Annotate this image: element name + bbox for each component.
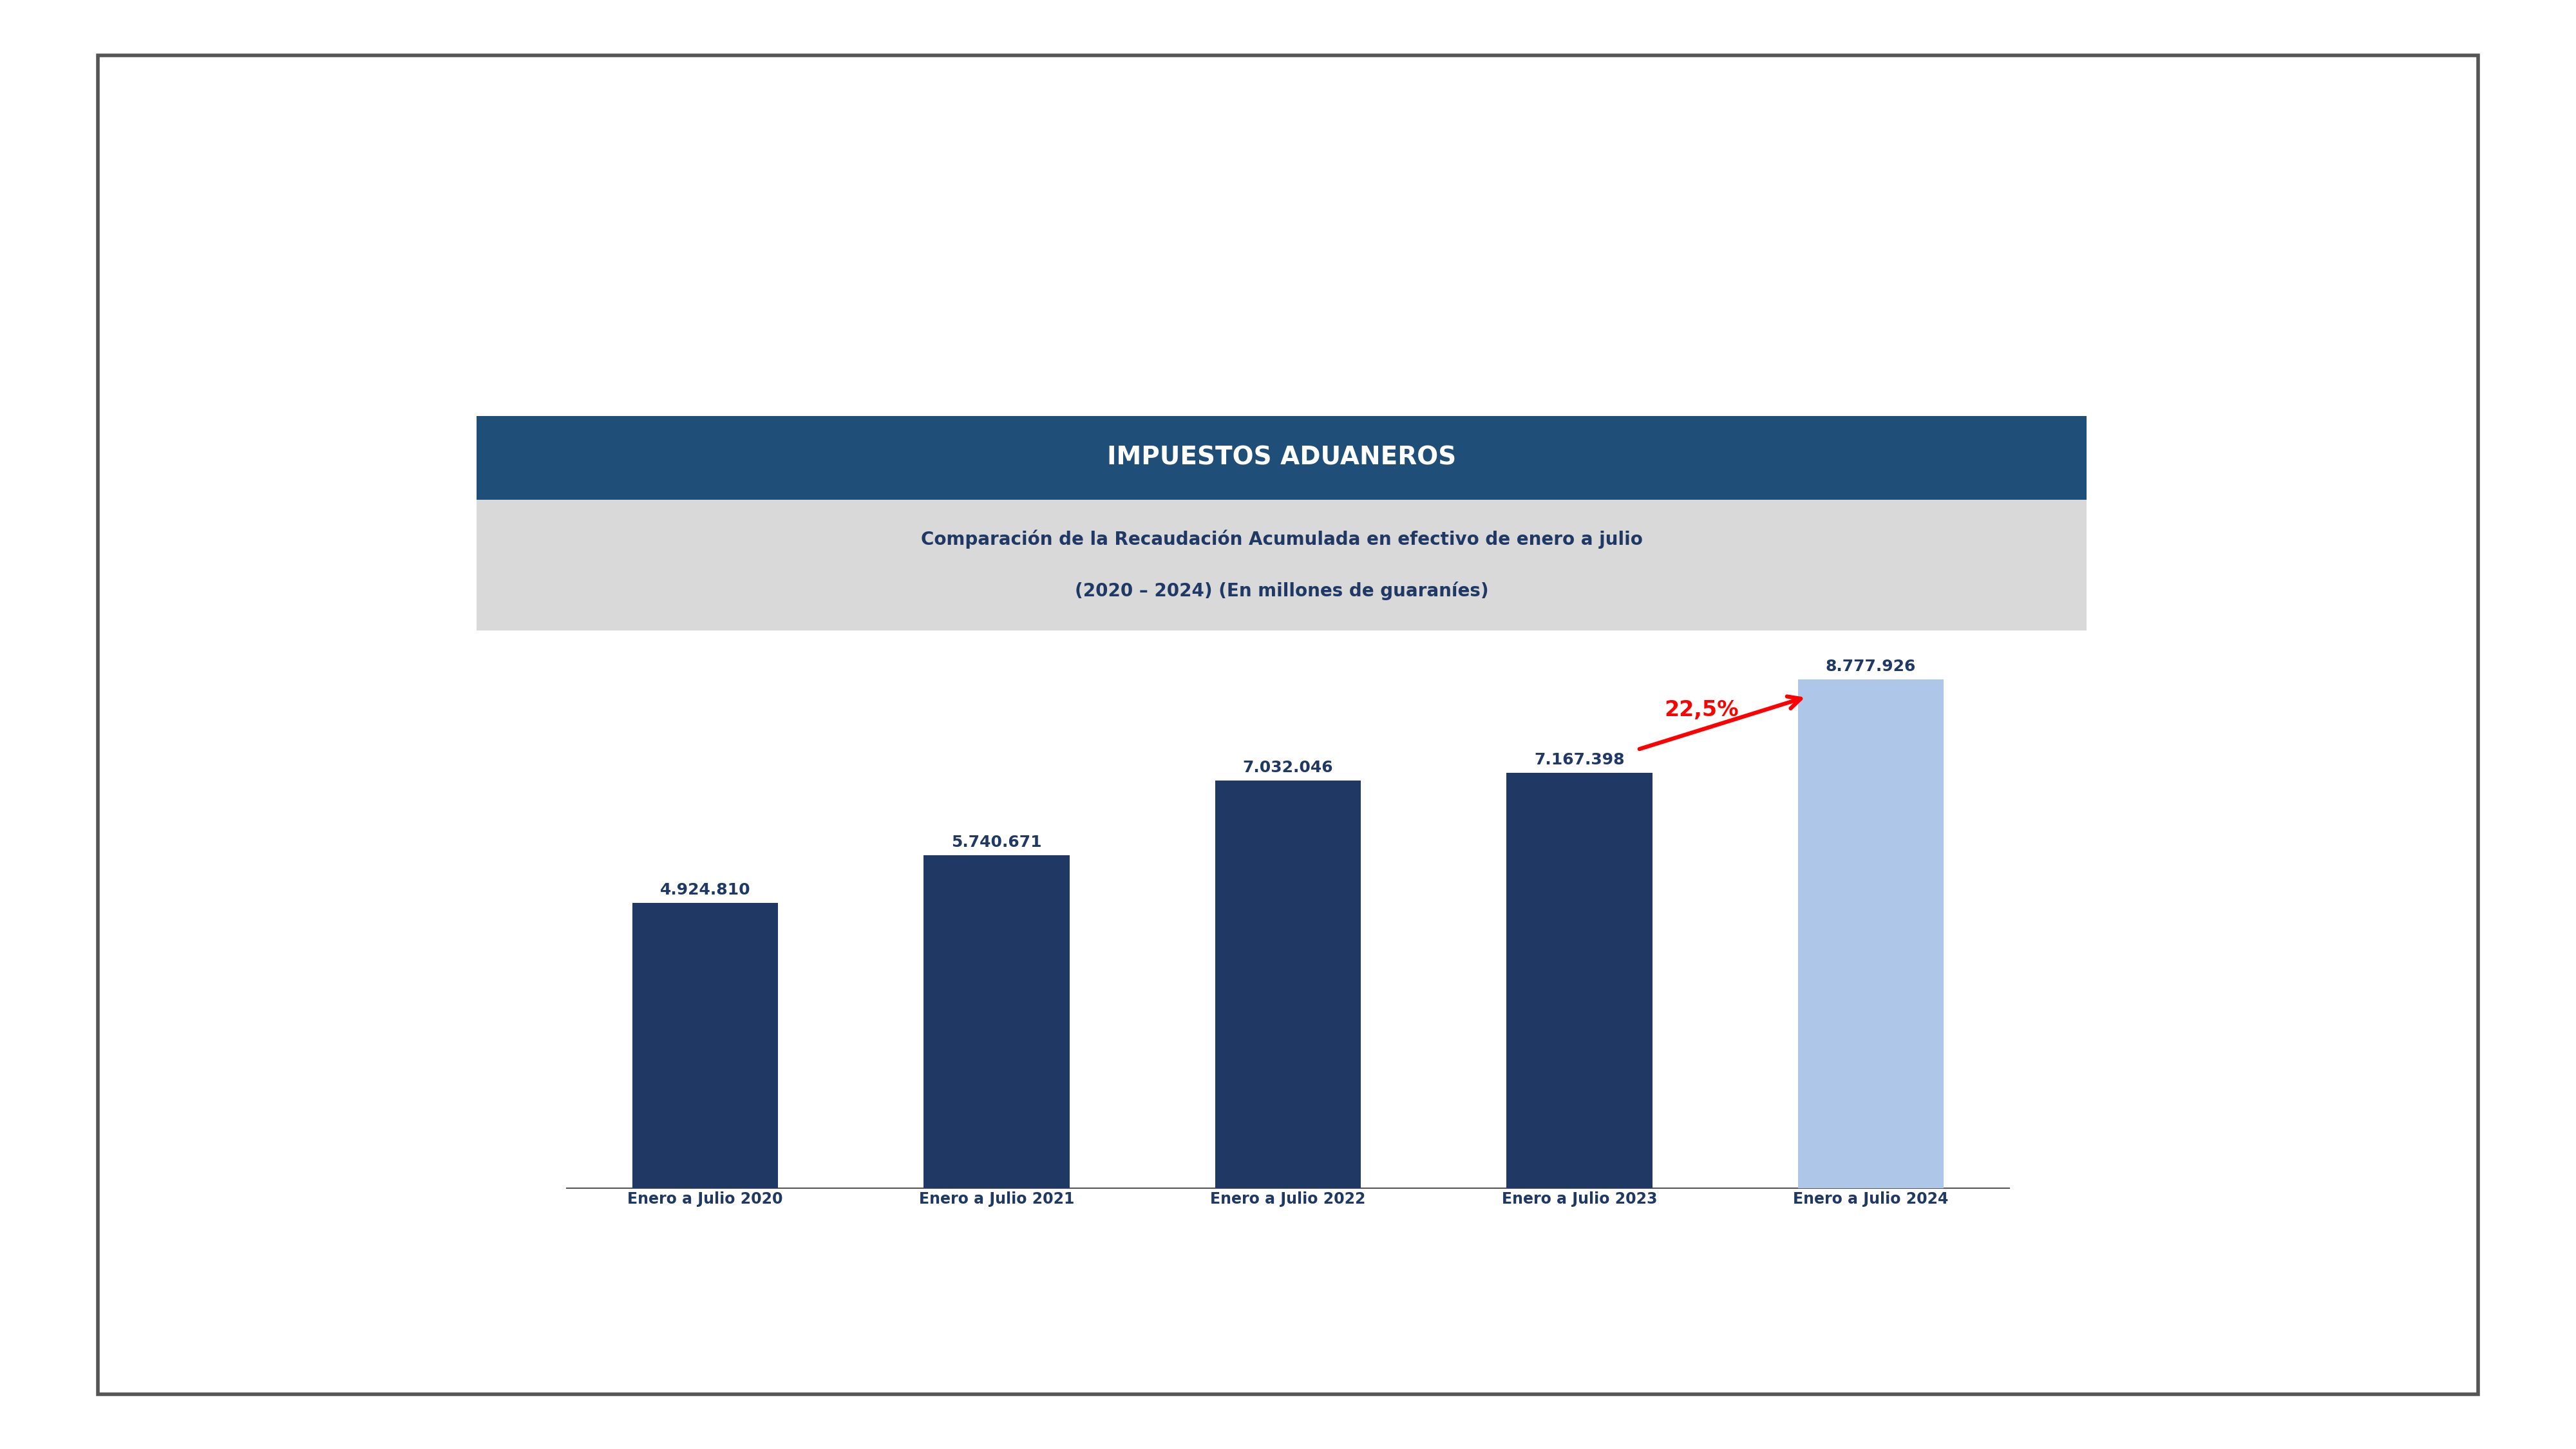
Bar (631, 903, 778, 1188)
Text: 7.032.046: 7.032.046 (1242, 759, 1334, 775)
Text: Comparación de la Recaudación Acumulada en efectivo de enero a julio: Comparación de la Recaudación Acumulada … (920, 529, 1643, 549)
Text: (2020 – 2024) (En millones de guaraníes): (2020 – 2024) (En millones de guaraníes) (1074, 582, 1489, 600)
Text: 5.740.671: 5.740.671 (951, 835, 1041, 851)
Text: 7.167.398: 7.167.398 (1535, 752, 1625, 768)
Bar (1798, 680, 1945, 1188)
Text: 4.924.810: 4.924.810 (659, 882, 750, 897)
Text: 8.777.926: 8.777.926 (1826, 659, 1917, 674)
Text: 22,5%: 22,5% (1664, 700, 1739, 720)
Bar (1507, 772, 1651, 1188)
Bar (1216, 781, 1360, 1188)
Bar (925, 855, 1069, 1188)
Text: IMPUESTOS ADUANEROS: IMPUESTOS ADUANEROS (1108, 446, 1455, 469)
